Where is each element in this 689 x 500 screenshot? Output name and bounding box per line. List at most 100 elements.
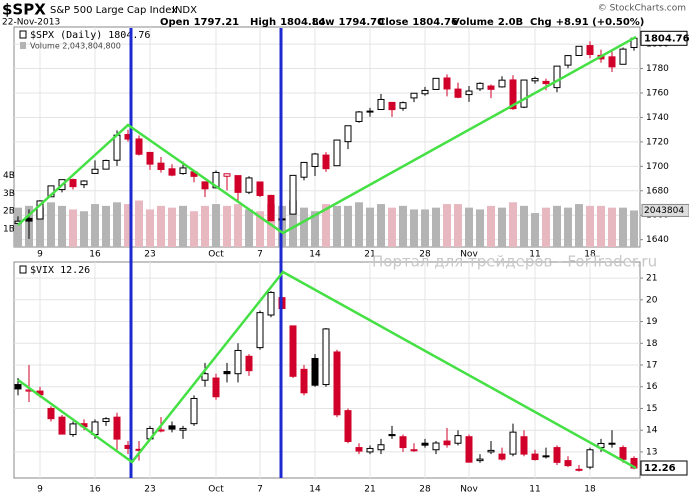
candle-body: [553, 65, 561, 89]
x-tick-label: 23: [144, 485, 155, 495]
volume-bar: [300, 207, 308, 247]
candle-body: [25, 217, 33, 222]
quote-value: 1804.76: [412, 17, 458, 28]
volume-bar: [91, 204, 99, 247]
candle-body: [135, 138, 143, 155]
y-tick-label: 15: [646, 404, 657, 414]
quote-value: 2.0B: [498, 17, 523, 28]
candle-body: [410, 92, 418, 99]
candle-body: [388, 101, 396, 111]
candle-body: [509, 431, 517, 455]
volume-bar: [201, 205, 209, 247]
quote-value: 1794.70: [338, 17, 384, 28]
legend-icon: [20, 42, 26, 49]
x-tick-label: 21: [364, 250, 375, 260]
volume-tick-label: 2B: [3, 207, 15, 217]
volume-bar: [355, 202, 363, 247]
y-tick-label: 17: [646, 361, 657, 371]
y-tick-label: 14: [646, 426, 658, 436]
candle-body: [476, 82, 484, 90]
volume-bar: [14, 207, 22, 247]
candle-body: [91, 168, 99, 174]
candle-body: [168, 425, 176, 430]
candle-body: [421, 442, 429, 446]
y-tick-label: 1640: [646, 235, 669, 245]
candle-body: [80, 180, 88, 186]
y-tick-label: 13: [646, 447, 657, 457]
x-tick-label: 11: [529, 250, 540, 260]
volume-bar: [476, 209, 484, 247]
volume-bar: [179, 205, 187, 247]
candle-body: [432, 442, 440, 451]
x-tick-label: 18: [584, 250, 596, 260]
candle-body: [355, 111, 363, 122]
volume-bar: [498, 207, 506, 247]
x-tick-label: 16: [89, 250, 101, 260]
quote-label: Volume: [452, 17, 494, 28]
volume-tick-label: 3B: [3, 189, 15, 199]
volume-bar: [597, 205, 605, 247]
volume-bar: [113, 202, 121, 247]
volume-bar: [366, 207, 374, 247]
legend-icon: [19, 30, 27, 39]
candle-body: [366, 110, 374, 113]
volume-bar: [212, 204, 220, 247]
candle-body: [157, 162, 165, 171]
candle-body: [300, 368, 308, 394]
candle-body: [542, 80, 550, 85]
volume-bar: [377, 204, 385, 247]
candle-body: [58, 416, 66, 435]
candle-body: [311, 357, 319, 386]
last-value-label: 12.26: [644, 463, 676, 474]
volume-bar: [487, 205, 495, 247]
candle-body: [245, 355, 253, 372]
candle-body: [267, 194, 275, 222]
x-tick-label: 28: [419, 485, 431, 495]
x-tick-label: Oct: [208, 485, 224, 495]
last-value-box: [640, 460, 688, 476]
volume-tick-label: 4B: [3, 171, 15, 181]
candle-body: [267, 291, 275, 316]
candle-body: [531, 453, 539, 461]
volume-bar: [520, 205, 528, 247]
candle-body: [69, 423, 77, 436]
candle-body: [476, 458, 484, 462]
candle-body: [234, 349, 242, 375]
y-tick-label: 21: [646, 274, 657, 284]
candle-body: [69, 179, 77, 188]
candle-body: [531, 77, 539, 82]
y-tick-label: 1720: [646, 137, 669, 147]
candle-body: [498, 453, 506, 460]
volume-bar: [36, 207, 44, 247]
legend: $VIX 12.26: [30, 265, 90, 276]
volume-bar: [80, 211, 88, 247]
x-tick-label: Nov: [460, 250, 478, 260]
volume-bar: [311, 211, 319, 247]
candle-body: [355, 447, 363, 452]
candle-body: [542, 455, 550, 458]
candle-body: [201, 373, 209, 381]
candle-body: [289, 174, 297, 215]
quote-label: Chg: [530, 17, 552, 28]
candle-body: [146, 151, 154, 165]
y-tick-label: 20: [646, 295, 658, 305]
y-tick-label: 18: [646, 339, 658, 349]
x-tick-label: 16: [89, 485, 101, 495]
trend-annotations: [17, 28, 637, 478]
x-tick-label: Oct: [208, 250, 224, 260]
candle-body: [344, 410, 352, 442]
candle-body: [465, 90, 473, 96]
x-tick-label: Nov: [460, 485, 478, 495]
x-tick-label: 21: [364, 485, 375, 495]
volume-bar: [146, 209, 154, 247]
quote-value: 1804.84: [280, 17, 326, 28]
volume-bar: [47, 202, 55, 247]
candle-body: [311, 153, 319, 167]
candle-body: [113, 134, 121, 161]
volume-bar: [608, 207, 616, 247]
volume-bar: [124, 204, 132, 247]
candle-body: [300, 161, 308, 178]
quote-value: +8.91 (+0.50%): [556, 17, 645, 28]
exchange: INDX: [172, 5, 197, 16]
